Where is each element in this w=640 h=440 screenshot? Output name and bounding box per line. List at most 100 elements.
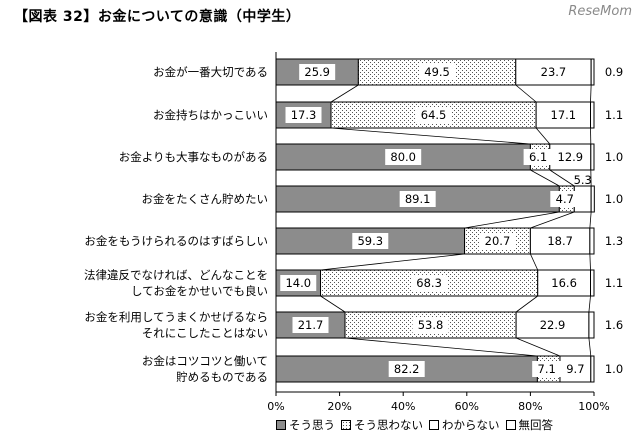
- value-label-bg: [534, 317, 571, 333]
- bar-segment-noanswer: [588, 311, 595, 339]
- noanswer-value-label: 1.0: [605, 362, 623, 376]
- value-label-bg: [523, 149, 553, 165]
- segment-connector-line: [330, 84, 359, 103]
- bar-segment-noanswer: [590, 269, 595, 297]
- bar-segment-noanswer: [589, 227, 595, 255]
- value-label: 17.1: [551, 108, 577, 122]
- value-label: 16.6: [551, 276, 577, 290]
- x-tick-label: 100%: [578, 400, 609, 413]
- value-label-bg: [299, 64, 336, 80]
- category-label: してお金をかせいでも良い: [131, 284, 268, 298]
- value-label-bg: [479, 233, 516, 249]
- noanswer-value-label: 1.0: [605, 150, 623, 164]
- x-tick-label: 20%: [327, 400, 351, 413]
- value-label-bg: [399, 191, 436, 207]
- value-label: 53.8: [418, 318, 444, 332]
- segment-connector-line: [589, 253, 591, 271]
- legend-item-disagree: そう思わない: [341, 417, 423, 433]
- value-label-bg: [560, 361, 590, 377]
- value-label: 5.3: [574, 173, 592, 187]
- segment-connector-line: [588, 337, 592, 357]
- bar-segment-noanswer: [590, 185, 595, 213]
- category-label: お金が一番大切である: [153, 65, 268, 79]
- x-tick-label: 0%: [267, 400, 284, 413]
- value-label-bg: [535, 64, 572, 80]
- value-label: 80.0: [390, 150, 416, 164]
- bar-segment-noanswer: [590, 355, 595, 383]
- noanswer-value-label: 1.1: [605, 276, 623, 290]
- segment-connector-line: [530, 211, 575, 229]
- segment-connector-line: [535, 127, 551, 145]
- value-label: 82.2: [394, 362, 420, 376]
- x-tick-label: 40%: [391, 400, 415, 413]
- legend: そう思う そう思わない わからない 無回答: [276, 417, 553, 433]
- value-label-bg: [388, 361, 425, 377]
- value-label-bg: [280, 275, 317, 291]
- value-label: 4.7: [556, 192, 574, 206]
- segment-connector-line: [344, 337, 538, 357]
- category-label: お金をたくさん貯めたい: [142, 192, 269, 206]
- value-label-bg: [546, 275, 583, 291]
- value-label: 64.5: [421, 108, 447, 122]
- x-tick-label: 80%: [518, 400, 542, 413]
- value-label-bg: [550, 191, 580, 207]
- segment-connector-line: [589, 211, 592, 229]
- legend-item-agree: そう思う: [276, 417, 335, 433]
- value-label-bg: [385, 149, 422, 165]
- value-label-bg: [285, 107, 322, 123]
- value-label-bg: [532, 361, 562, 377]
- value-label: 6.1: [529, 150, 547, 164]
- noanswer-value-label: 1.3: [605, 234, 623, 248]
- segment-connector-line: [320, 295, 346, 313]
- category-label: お金をもうけられるのはすばらしい: [84, 234, 268, 248]
- value-label: 22.9: [540, 318, 566, 332]
- legend-swatch-unknown: [429, 420, 439, 430]
- segment-connector-line: [464, 211, 560, 229]
- segment-connector-line: [330, 127, 531, 145]
- noanswer-value-label: 0.9: [605, 65, 623, 79]
- legend-item-noanswer: 無回答: [505, 417, 553, 433]
- bar-segment-noanswer: [590, 58, 595, 86]
- segment-connector-line: [549, 169, 575, 187]
- legend-label: そう思う: [289, 418, 335, 432]
- value-label: 89.1: [405, 192, 431, 206]
- category-label: 貯めるものである: [176, 370, 268, 384]
- value-label: 49.5: [424, 65, 450, 79]
- segment-connector-line: [320, 253, 465, 271]
- value-label: 18.7: [547, 234, 573, 248]
- value-label: 9.7: [566, 362, 584, 376]
- category-label: お金持ちはかっこいい: [153, 108, 268, 122]
- value-label-bg: [415, 107, 452, 123]
- value-label-bg: [545, 107, 582, 123]
- value-label: 59.3: [357, 234, 383, 248]
- bar-segment-noanswer: [590, 101, 595, 129]
- chart-title: 【図表 32】お金についての意識（中学生）: [14, 9, 301, 25]
- category-label: 法律違反でなければ、どんなことを: [84, 268, 268, 282]
- segment-connector-line: [515, 337, 561, 357]
- category-label: それにこしたことはない: [142, 326, 268, 340]
- value-label: 25.9: [304, 65, 330, 79]
- bar-segment-agree: [275, 101, 332, 129]
- value-label-bg: [352, 233, 389, 249]
- segment-connector-line: [588, 295, 591, 313]
- segment-connector-line: [590, 84, 592, 103]
- value-label: 14.0: [285, 276, 311, 290]
- legend-swatch-disagree: [341, 420, 351, 430]
- segment-connector-line: [515, 84, 537, 103]
- value-label-bg: [419, 64, 456, 80]
- value-label: 23.7: [541, 65, 567, 79]
- category-label: お金はコツコツと働いて: [142, 354, 268, 368]
- legend-label: そう思わない: [354, 418, 423, 432]
- value-label: 7.1: [538, 362, 556, 376]
- bar-segment-noanswer: [590, 143, 595, 171]
- noanswer-value-label: 1.6: [605, 318, 623, 332]
- category-label: お金を利用してうまくかせげるなら: [84, 310, 268, 324]
- value-label: 17.3: [291, 108, 317, 122]
- noanswer-value-label: 1.1: [605, 108, 623, 122]
- category-label: お金よりも大事なものがある: [119, 150, 268, 164]
- value-label-bg: [552, 149, 589, 165]
- x-tick-label: 60%: [455, 400, 479, 413]
- segment-connector-line: [530, 253, 539, 271]
- value-label: 68.3: [416, 276, 442, 290]
